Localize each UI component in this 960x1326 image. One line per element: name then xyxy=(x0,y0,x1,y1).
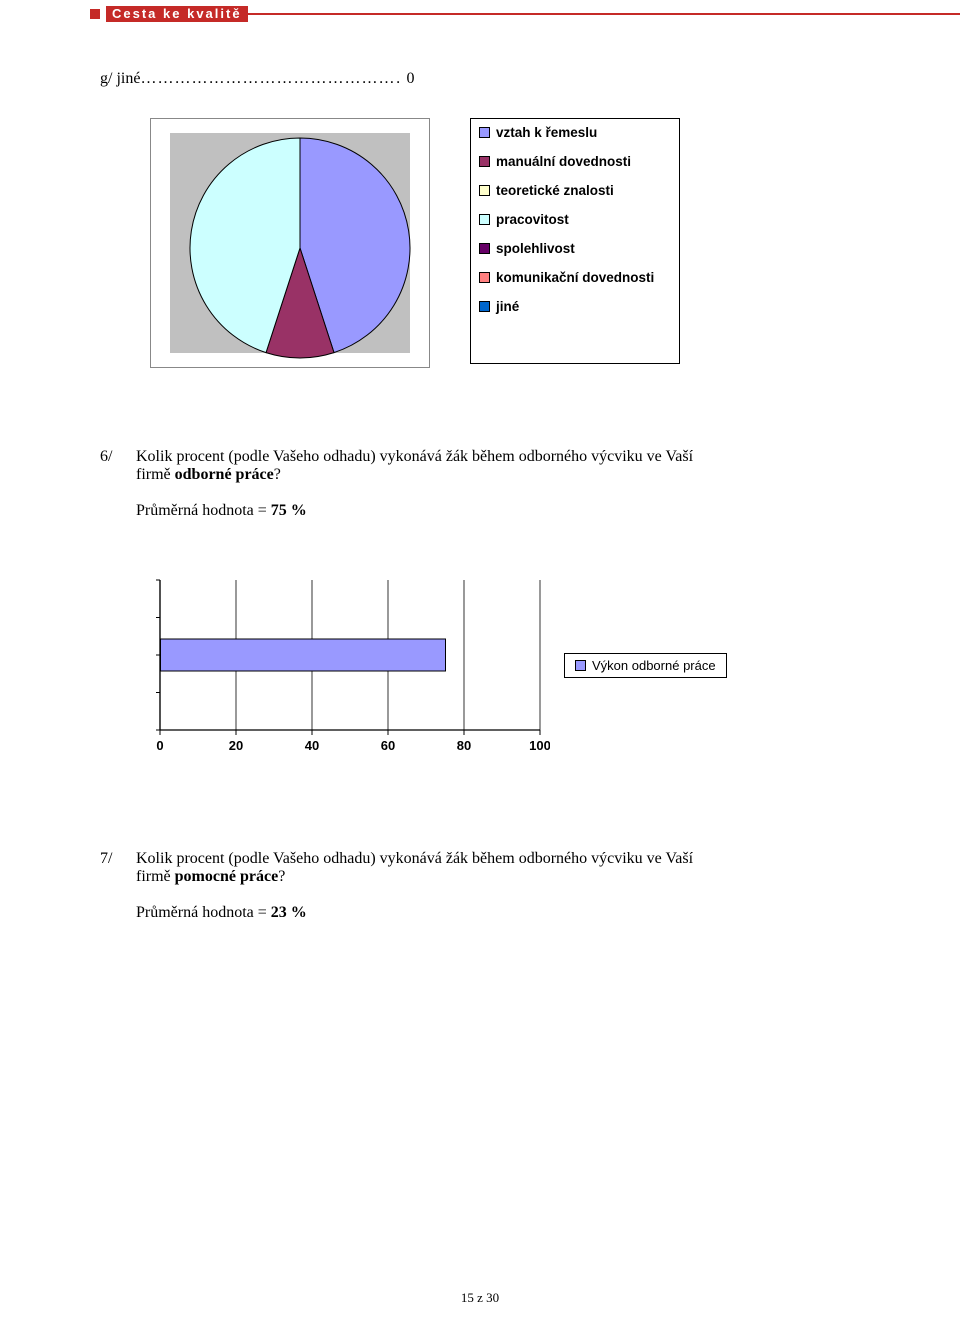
bar-chart-section: 0 20 40 60 80 100 Výkon odborné práce xyxy=(150,570,750,760)
page-footer: 15 z 30 xyxy=(0,1290,960,1306)
legend-item: teoretické znalosti xyxy=(479,183,671,198)
legend-label: komunikační dovednosti xyxy=(496,270,654,285)
legend-label: jiné xyxy=(496,299,519,314)
page-header: Cesta ke kvalitě xyxy=(0,5,960,23)
pie-section: vztah k řemeslu manuální dovednosti teoret… xyxy=(150,118,900,368)
legend-item: vztah k řemeslu xyxy=(479,125,671,140)
header-rule xyxy=(248,13,960,15)
legend-swatch xyxy=(479,156,490,167)
bar-legend-swatch xyxy=(575,660,586,671)
legend-item: jiné xyxy=(479,299,671,314)
question-7: 7/ Kolik procent (podle Vašeho odhadu) v… xyxy=(100,850,900,922)
svg-text:100: 100 xyxy=(529,738,550,753)
svg-text:20: 20 xyxy=(229,738,243,753)
legend-swatch xyxy=(479,214,490,225)
legend-label: pracovitost xyxy=(496,212,569,227)
legend-swatch xyxy=(479,243,490,254)
bar-legend-label: Výkon odborné práce xyxy=(592,658,716,673)
legend-item: spolehlivost xyxy=(479,241,671,256)
svg-text:0: 0 xyxy=(156,738,163,753)
legend-swatch xyxy=(479,127,490,138)
bar-chart: 0 20 40 60 80 100 xyxy=(150,570,550,760)
question-6-number: 6/ xyxy=(100,448,122,520)
question-6-average: Průměrná hodnota = 75 % xyxy=(136,502,693,520)
legend-label: manuální dovednosti xyxy=(496,154,631,169)
svg-text:80: 80 xyxy=(457,738,471,753)
bar-legend: Výkon odborné práce xyxy=(564,653,727,678)
svg-text:60: 60 xyxy=(381,738,395,753)
legend-swatch xyxy=(479,301,490,312)
question-6-text-line2: firmě odborné práce? xyxy=(136,466,693,484)
pie-legend: vztah k řemeslu manuální dovednosti teoret… xyxy=(470,118,680,364)
header-brand: Cesta ke kvalitě xyxy=(106,6,248,22)
question-6: 6/ Kolik procent (podle Vašeho odhadu) v… xyxy=(100,448,900,520)
question-7-number: 7/ xyxy=(100,850,122,922)
header-square-icon xyxy=(90,9,100,19)
pie-chart-container xyxy=(150,118,430,368)
svg-text:40: 40 xyxy=(305,738,319,753)
legend-label: vztah k řemeslu xyxy=(496,125,597,140)
legend-item: pracovitost xyxy=(479,212,671,227)
question-6-text-line1: Kolik procent (podle Vašeho odhadu) vyko… xyxy=(136,448,693,466)
option-g-label: g/ jiné xyxy=(100,70,140,88)
legend-label: spolehlivost xyxy=(496,241,575,256)
legend-swatch xyxy=(479,185,490,196)
legend-item: manuální dovednosti xyxy=(479,154,671,169)
option-g-line: g/ jiné ………………………………………… 0 xyxy=(100,70,900,88)
pie-chart xyxy=(160,123,420,363)
question-7-average: Průměrná hodnota = 23 % xyxy=(136,904,693,922)
legend-item: komunikační dovednosti xyxy=(479,270,671,285)
question-7-text-line1: Kolik procent (podle Vašeho odhadu) vyko… xyxy=(136,850,693,868)
option-g-dots: ………………………………………… xyxy=(140,70,400,88)
question-7-text-line2: firmě pomocné práce? xyxy=(136,868,693,886)
legend-swatch xyxy=(479,272,490,283)
option-g-value: 0 xyxy=(406,70,414,88)
legend-label: teoretické znalosti xyxy=(496,183,614,198)
